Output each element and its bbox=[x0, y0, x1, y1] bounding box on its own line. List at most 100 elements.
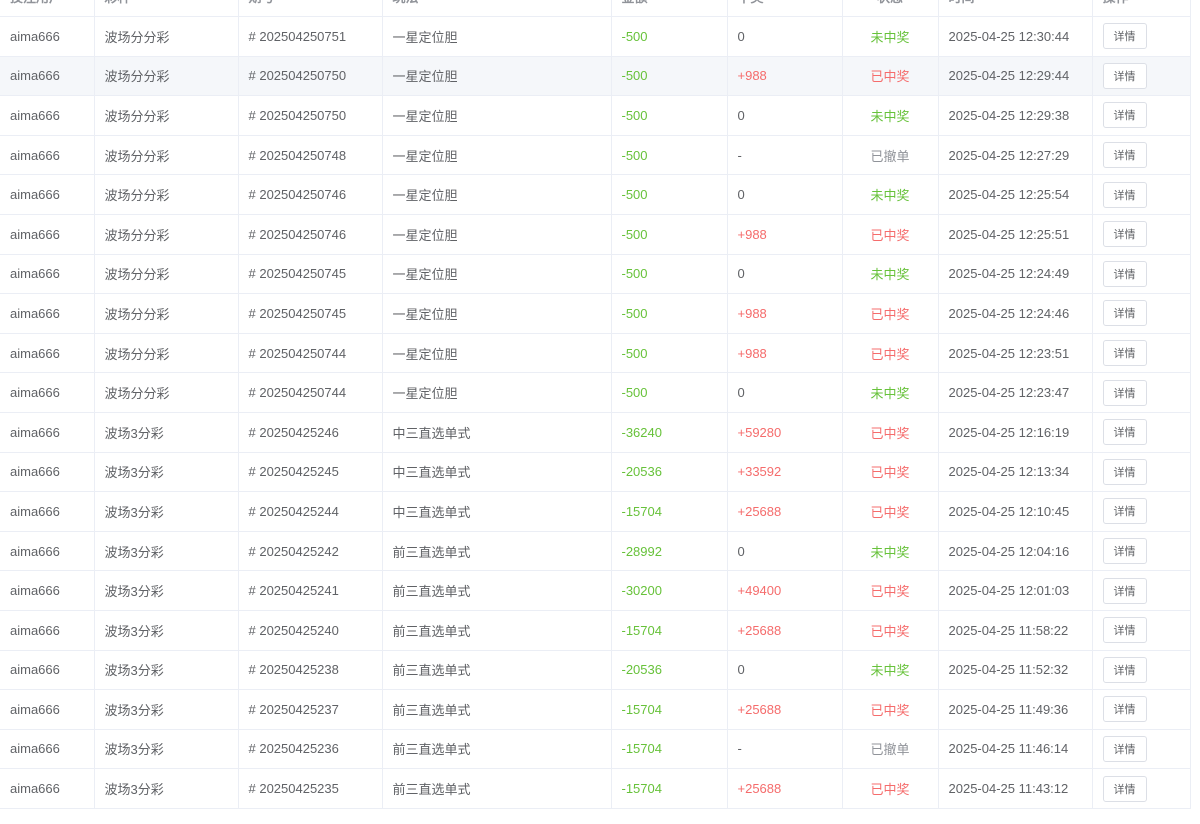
detail-button[interactable]: 详情 bbox=[1102, 142, 1147, 169]
detail-button[interactable]: 详情 bbox=[1102, 379, 1147, 406]
cell-play: 一星定位胆 bbox=[382, 293, 612, 334]
detail-button[interactable]: 详情 bbox=[1102, 696, 1147, 723]
cell-play: 前三直选单式 bbox=[382, 729, 612, 770]
cell-user: aima666 bbox=[0, 16, 95, 57]
cell-user: aima666 bbox=[0, 95, 95, 136]
cell-user: aima666 bbox=[0, 531, 95, 572]
detail-button[interactable]: 详情 bbox=[1102, 23, 1147, 50]
cell-amount: -30200 bbox=[611, 570, 728, 611]
cell-lottery: 波场分分彩 bbox=[94, 293, 239, 334]
detail-button[interactable]: 详情 bbox=[1102, 458, 1147, 485]
cell-user: aima666 bbox=[0, 768, 95, 809]
cell-lottery: 波场3分彩 bbox=[94, 491, 239, 532]
cell-issue: # 20250425242 bbox=[238, 531, 383, 572]
cell-user: aima666 bbox=[0, 610, 95, 651]
table-row: aima666 波场分分彩 # 202504250746 一星定位胆 -500 +988 已… bbox=[0, 214, 1191, 255]
cell-time: 2025-04-25 12:29:44 bbox=[938, 56, 1093, 97]
detail-button[interactable]: 详情 bbox=[1102, 260, 1147, 287]
cell-prize: - bbox=[727, 135, 843, 176]
detail-button[interactable]: 详情 bbox=[1102, 538, 1147, 565]
cell-play: 中三直选单式 bbox=[382, 452, 612, 493]
cell-status: 已中奖 bbox=[842, 333, 939, 374]
cell-amount: -500 bbox=[611, 135, 728, 176]
cell-lottery: 波场3分彩 bbox=[94, 768, 239, 809]
cell-play: 一星定位胆 bbox=[382, 254, 612, 295]
cell-action: 详情 bbox=[1092, 95, 1191, 136]
detail-button[interactable]: 详情 bbox=[1102, 735, 1147, 762]
cell-time: 2025-04-25 12:13:34 bbox=[938, 452, 1093, 493]
cell-issue: # 202504250750 bbox=[238, 56, 383, 97]
header-action: 操作 bbox=[1092, 0, 1191, 17]
cell-time: 2025-04-25 11:52:32 bbox=[938, 650, 1093, 691]
cell-lottery: 波场分分彩 bbox=[94, 56, 239, 97]
cell-time: 2025-04-25 12:29:38 bbox=[938, 95, 1093, 136]
cell-action: 详情 bbox=[1092, 570, 1191, 611]
cell-status: 已撤单 bbox=[842, 729, 939, 770]
cell-amount: -15704 bbox=[611, 491, 728, 532]
bet-records-table: 投注用户 彩种 期号 玩法 金额 中奖 状态 时间 操作 aima666波场分分… bbox=[0, 0, 1191, 809]
cell-status: 未中奖 bbox=[842, 16, 939, 57]
cell-status: 已中奖 bbox=[842, 452, 939, 493]
header-lottery: 彩种 bbox=[94, 0, 239, 17]
cell-time: 2025-04-25 12:27:29 bbox=[938, 135, 1093, 176]
cell-prize: +25688 bbox=[727, 610, 843, 651]
detail-button[interactable]: 详情 bbox=[1102, 300, 1147, 327]
cell-issue: # 202504250750 bbox=[238, 95, 383, 136]
detail-button[interactable]: 详情 bbox=[1102, 577, 1147, 604]
cell-status: 已中奖 bbox=[842, 56, 939, 97]
cell-amount: -15704 bbox=[611, 729, 728, 770]
cell-play: 一星定位胆 bbox=[382, 95, 612, 136]
detail-button[interactable]: 详情 bbox=[1102, 221, 1147, 248]
cell-play: 一星定位胆 bbox=[382, 56, 612, 97]
detail-button[interactable]: 详情 bbox=[1102, 617, 1147, 644]
cell-time: 2025-04-25 12:24:49 bbox=[938, 254, 1093, 295]
detail-button[interactable]: 详情 bbox=[1102, 181, 1147, 208]
detail-button[interactable]: 详情 bbox=[1102, 102, 1147, 129]
table-row: aima666 波场3分彩 # 20250425236 前三直选单式 -15704- 已撤… bbox=[0, 729, 1191, 770]
cell-amount: -500 bbox=[611, 16, 728, 57]
detail-button[interactable]: 详情 bbox=[1102, 419, 1147, 446]
cell-amount: -500 bbox=[611, 254, 728, 295]
cell-action: 详情 bbox=[1092, 56, 1191, 97]
cell-user: aima666 bbox=[0, 491, 95, 532]
cell-prize: 0 bbox=[727, 372, 843, 413]
cell-prize: - bbox=[727, 729, 843, 770]
cell-play: 一星定位胆 bbox=[382, 135, 612, 176]
cell-play: 前三直选单式 bbox=[382, 768, 612, 809]
cell-issue: # 202504250746 bbox=[238, 214, 383, 255]
table-row: aima666 波场分分彩 # 202504250746 一星定位胆 -500 0 未中奖 2… bbox=[0, 174, 1191, 215]
table-row: aima666 波场3分彩 # 20250425244 中三直选单式 -15704 +25… bbox=[0, 491, 1191, 532]
table-header: 投注用户 彩种 期号 玩法 金额 中奖 状态 时间 操作 bbox=[0, 0, 1191, 17]
cell-issue: # 20250425238 bbox=[238, 650, 383, 691]
cell-issue: # 20250425245 bbox=[238, 452, 383, 493]
cell-amount: -500 bbox=[611, 293, 728, 334]
cell-user: aima666 bbox=[0, 135, 95, 176]
cell-play: 中三直选单式 bbox=[382, 491, 612, 532]
cell-amount: -500 bbox=[611, 56, 728, 97]
cell-play: 一星定位胆 bbox=[382, 16, 612, 57]
table-row: aima666 波场3分彩 # 20250425238 前三直选单式 -20536 0 未中… bbox=[0, 650, 1191, 691]
detail-button[interactable]: 详情 bbox=[1102, 498, 1147, 525]
cell-prize: +25688 bbox=[727, 768, 843, 809]
cell-amount: -500 bbox=[611, 333, 728, 374]
cell-lottery: 波场3分彩 bbox=[94, 452, 239, 493]
cell-prize: 0 bbox=[727, 16, 843, 57]
cell-action: 详情 bbox=[1092, 650, 1191, 691]
cell-lottery: 波场3分彩 bbox=[94, 531, 239, 572]
cell-lottery: 波场分分彩 bbox=[94, 254, 239, 295]
cell-user: aima666 bbox=[0, 650, 95, 691]
cell-user: aima666 bbox=[0, 372, 95, 413]
cell-time: 2025-04-25 12:04:16 bbox=[938, 531, 1093, 572]
detail-button[interactable]: 详情 bbox=[1102, 62, 1147, 89]
cell-prize: +988 bbox=[727, 293, 843, 334]
cell-prize: +988 bbox=[727, 214, 843, 255]
detail-button[interactable]: 详情 bbox=[1102, 340, 1147, 367]
cell-user: aima666 bbox=[0, 174, 95, 215]
detail-button[interactable]: 详情 bbox=[1102, 775, 1147, 802]
cell-lottery: 波场3分彩 bbox=[94, 650, 239, 691]
table-row: aima666 波场分分彩 # 202504250745 一星定位胆 -500 0 未中奖 2… bbox=[0, 254, 1191, 295]
cell-play: 中三直选单式 bbox=[382, 412, 612, 453]
cell-user: aima666 bbox=[0, 333, 95, 374]
header-time: 时间 bbox=[938, 0, 1093, 17]
detail-button[interactable]: 详情 bbox=[1102, 656, 1147, 683]
